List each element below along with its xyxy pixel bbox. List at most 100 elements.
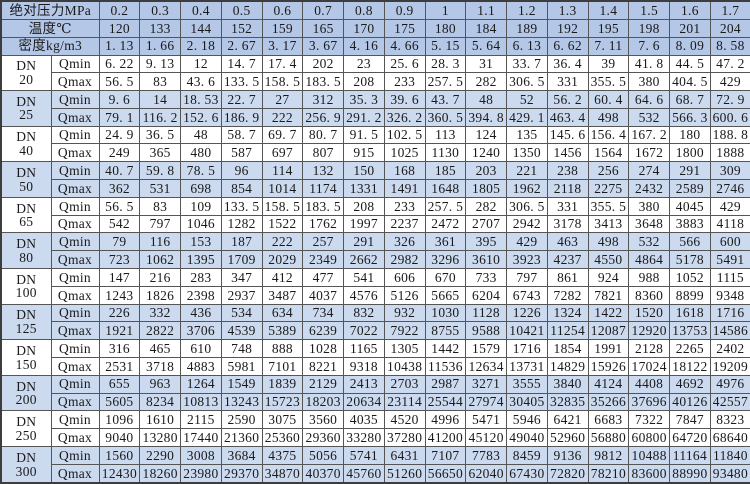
cell-dn80-qmin: 395: [465, 232, 508, 252]
qmax-label: Qmax: [50, 285, 100, 305]
cell-dn250-qmax: 49040: [506, 428, 548, 448]
header-absolute-pressure-value: 0.5: [220, 0, 263, 20]
header-absolute-pressure-value: 1.3: [546, 0, 589, 20]
dn-prefix: DN: [16, 58, 37, 74]
dn-size: 65: [19, 214, 34, 230]
cell-dn50-qmin: 221: [506, 161, 548, 181]
header-density-value: 8. 09: [669, 36, 711, 56]
cell-dn80-qmax: 1709: [220, 250, 263, 270]
cell-dn50-qmin: 132: [302, 161, 345, 181]
qmin-label: Qmin: [50, 268, 100, 287]
cell-dn40-qmax: 249: [98, 143, 141, 163]
row-dn125-qmax: Qmax 1921 2822 3706 4539 5389 6239 7022 7922 8755…: [1, 321, 750, 341]
qmin-label: Qmin: [50, 196, 100, 216]
cell-dn125-qmax: 9588: [465, 321, 508, 341]
cell-dn40-qmin: 188. 8: [709, 125, 750, 145]
cell-dn300-qmin: 4375: [261, 446, 304, 465]
qmin-label: Qmin: [50, 374, 100, 394]
cell-dn65-qmax: 2237: [383, 214, 426, 234]
cell-dn150-qmax: 14829: [546, 357, 589, 376]
cell-dn20-qmax: 404. 5: [669, 72, 711, 92]
cell-dn200-qmin: 1264: [180, 374, 222, 394]
cell-dn50-qmin: 96: [220, 161, 263, 181]
cell-dn200-qmin: 3271: [465, 374, 508, 394]
cell-dn100-qmin: 147: [98, 268, 141, 287]
cell-dn150-qmax: 7101: [261, 357, 304, 376]
cell-dn200-qmin: 1549: [220, 374, 263, 394]
row-dn80-qmax: Qmax 723 1062 1395 1709 2029 2349 2662 2982 3296 3…: [1, 250, 750, 270]
cell-dn20-qmin: 9. 13: [139, 54, 182, 74]
cell-dn50-qmax: 1491: [383, 179, 426, 198]
cell-dn25-qmax: 600. 6: [709, 107, 750, 127]
cell-dn20-qmax: 282: [465, 72, 508, 92]
qmin-label: Qmin: [50, 303, 100, 323]
header-density-value: 5. 64: [465, 36, 508, 56]
cell-dn150-qmin: 1716: [506, 339, 548, 359]
cell-dn150-qmin: 1579: [465, 339, 508, 359]
cell-dn65-qmin: 183. 5: [302, 196, 345, 216]
cell-dn250-qmax: 29360: [302, 428, 345, 448]
cell-dn100-qmax: 7821: [587, 285, 630, 305]
cell-dn100-qmax: 9348: [709, 285, 750, 305]
header-density-value: 5. 15: [424, 36, 467, 56]
cell-dn125-qmax: 7022: [343, 321, 385, 341]
cell-dn125-qmax: 11254: [546, 321, 589, 341]
cell-dn80-qmax: 2982: [383, 250, 426, 270]
cell-dn100-qmin: 541: [343, 268, 385, 287]
cell-dn250-qmin: 5946: [506, 410, 548, 430]
cell-dn125-qmax: 10421: [506, 321, 548, 341]
cell-dn150-qmax: 18122: [669, 357, 711, 376]
cell-dn40-qmin: 167. 2: [628, 125, 671, 145]
cell-dn200-qmax: 37696: [628, 392, 671, 412]
qmax-label: Qmax: [50, 357, 100, 376]
header-temperature-value: 152: [220, 18, 263, 38]
cell-dn200-qmax: 10813: [180, 392, 222, 412]
header-density-value: 1. 13: [98, 36, 141, 56]
cell-dn150-qmin: 888: [261, 339, 304, 359]
cell-dn40-qmax: 1025: [383, 143, 426, 163]
cell-dn20-qmax: 56. 5: [98, 72, 141, 92]
cell-dn250-qmin: 4520: [383, 410, 426, 430]
cell-dn100-qmin: 670: [424, 268, 467, 287]
cell-dn300-qmax: 56650: [424, 463, 467, 484]
dn-prefix: DN: [16, 271, 37, 287]
cell-dn100-qmax: 2937: [220, 285, 263, 305]
cell-dn65-qmax: 2707: [465, 214, 508, 234]
cell-dn100-qmin: 347: [220, 268, 263, 287]
cell-dn40-qmax: 1350: [506, 143, 548, 163]
cell-dn80-qmax: 2029: [261, 250, 304, 270]
header-absolute-pressure-value: 1: [424, 0, 467, 20]
cell-dn65-qmax: 4118: [709, 214, 750, 234]
qmin-label: Qmin: [50, 232, 100, 252]
cell-dn25-qmin: 60. 4: [587, 90, 630, 109]
cell-dn300-qmin: 1560: [98, 446, 141, 465]
qmin-label: Qmin: [50, 54, 100, 74]
cell-dn65-qmax: 2472: [424, 214, 467, 234]
cell-dn200-qmin: 963: [139, 374, 182, 394]
qmax-label: Qmax: [50, 179, 100, 198]
cell-dn100-qmin: 412: [261, 268, 304, 287]
cell-dn250-qmax: 60800: [628, 428, 671, 448]
qmin-label: Qmin: [50, 90, 100, 109]
cell-dn65-qmax: 1046: [180, 214, 222, 234]
cell-dn50-qmax: 2589: [669, 179, 711, 198]
cell-dn25-qmax: 326. 2: [383, 107, 426, 127]
cell-dn50-qmin: 309: [709, 161, 750, 181]
header-absolute-pressure-value: 0.6: [261, 0, 304, 20]
cell-dn40-qmax: 587: [220, 143, 263, 163]
cell-dn125-qmax: 14586: [709, 321, 750, 341]
qmax-label: Qmax: [50, 428, 100, 448]
dn-prefix: DN: [16, 165, 37, 181]
cell-dn50-qmax: 1174: [302, 179, 345, 198]
dn-label-20: DN 20: [0, 54, 52, 92]
cell-dn150-qmax: 8221: [302, 357, 345, 376]
cell-dn50-qmin: 185: [424, 161, 467, 181]
dn-label-50: DN 50: [0, 161, 52, 198]
cell-dn150-qmin: 1442: [424, 339, 467, 359]
cell-dn65-qmin: 380: [628, 196, 671, 216]
cell-dn200-qmin: 1839: [261, 374, 304, 394]
cell-dn200-qmax: 42557: [709, 392, 750, 412]
cell-dn40-qmin: 113: [424, 125, 467, 145]
cell-dn250-qmax: 45120: [465, 428, 508, 448]
qmin-label: Qmin: [50, 125, 100, 145]
